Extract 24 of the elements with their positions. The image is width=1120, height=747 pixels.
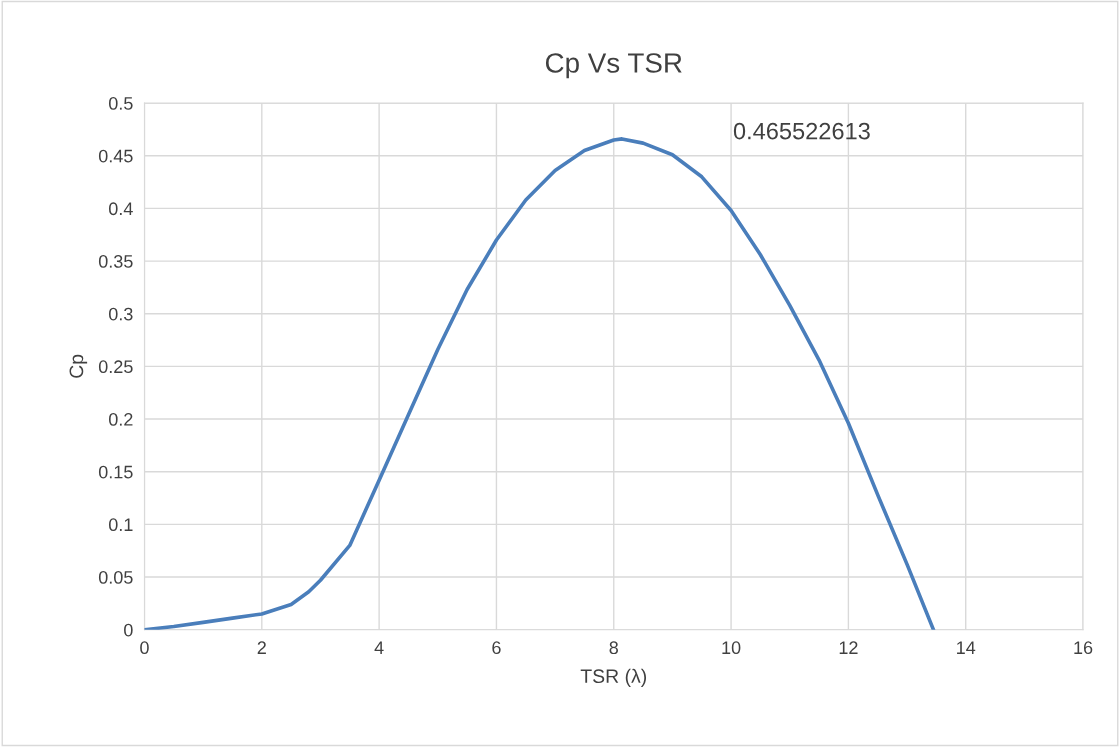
y-tick-label: 0.25 bbox=[98, 360, 133, 374]
y-tick-label: 0.5 bbox=[108, 97, 133, 110]
y-tick-label: 0.35 bbox=[98, 255, 133, 268]
annotation: 0.465522613 bbox=[733, 122, 870, 140]
x-tick-label: 14 bbox=[957, 641, 976, 654]
y-tick-label: 0.05 bbox=[98, 570, 133, 584]
y-tick-label: 0.2 bbox=[108, 413, 133, 426]
x-axis-title: TSR (λ) bbox=[580, 668, 647, 687]
y-tick-label: 0 bbox=[124, 623, 133, 637]
y-tick-label: 0.3 bbox=[108, 307, 133, 321]
x-tick-label: 10 bbox=[722, 641, 741, 655]
y-axis-title: Cp bbox=[69, 354, 88, 378]
y-tick-label: 0.45 bbox=[98, 149, 133, 163]
x-tick-label: 16 bbox=[1074, 641, 1093, 655]
y-tick-label: 0.1 bbox=[108, 518, 133, 532]
x-tick-label: 12 bbox=[839, 641, 858, 654]
y-tick-label: 0.15 bbox=[98, 465, 133, 479]
x-tick-label: 2 bbox=[257, 641, 266, 654]
x-tick-label: 6 bbox=[492, 641, 501, 655]
x-tick-label: 0 bbox=[140, 641, 149, 655]
chart-title: Cp Vs TSR bbox=[545, 53, 682, 79]
y-tick-label: 0.4 bbox=[108, 202, 133, 216]
x-tick-label: 8 bbox=[609, 641, 618, 655]
x-tick-label: 4 bbox=[374, 641, 384, 654]
